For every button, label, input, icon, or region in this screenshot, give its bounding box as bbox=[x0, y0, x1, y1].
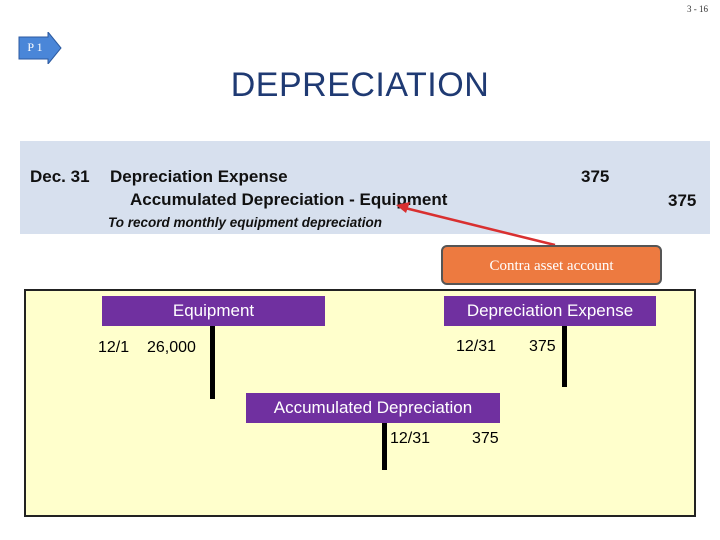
connector-line bbox=[404, 206, 556, 247]
accumulated-depreciation-credit-amount: 375 bbox=[472, 430, 499, 447]
depreciation-expense-debit-date: 12/31 bbox=[456, 338, 497, 355]
equipment-debit-date: 12/1 bbox=[98, 339, 130, 356]
slide-number: 3 - 16 bbox=[687, 4, 708, 14]
depreciation-expense-divider bbox=[562, 326, 567, 387]
equipment-divider bbox=[210, 326, 215, 399]
equipment-header: Equipment bbox=[102, 296, 325, 326]
equipment-debit-amount: 26,000 bbox=[147, 339, 196, 356]
credit-account: Accumulated Depreciation - Equipment bbox=[130, 190, 448, 209]
depreciation-expense-debit-amount: 375 bbox=[529, 338, 556, 355]
depreciation-expense-header: Depreciation Expense bbox=[444, 296, 656, 326]
accumulated-depreciation-credit-date: 12/31 bbox=[390, 430, 431, 447]
page-title: DEPRECIATION bbox=[230, 66, 490, 104]
debit-amount: 375 bbox=[581, 167, 610, 186]
objective-tag-label: P 1 bbox=[27, 40, 43, 54]
arrow-head-icon bbox=[396, 202, 410, 213]
debit-account: Depreciation Expense bbox=[110, 167, 288, 186]
objective-tag: P 1 bbox=[18, 32, 62, 64]
credit-amount: 375 bbox=[668, 191, 697, 210]
accumulated-depreciation-divider bbox=[382, 423, 387, 470]
entry-memo: To record monthly equipment depreciation bbox=[108, 215, 383, 230]
t-accounts-panel: Equipment 12/1 26,000 Depreciation Expen… bbox=[24, 289, 696, 517]
arrow-tag-icon bbox=[18, 32, 62, 64]
contra-asset-callout: Contra asset account bbox=[441, 245, 662, 285]
accumulated-depreciation-header: Accumulated Depreciation bbox=[246, 393, 500, 423]
entry-date: Dec. 31 bbox=[30, 167, 90, 186]
callout-label: Contra asset account bbox=[489, 258, 614, 274]
journal-entry: Dec. 31 Depreciation Expense Accumulated… bbox=[20, 141, 710, 234]
